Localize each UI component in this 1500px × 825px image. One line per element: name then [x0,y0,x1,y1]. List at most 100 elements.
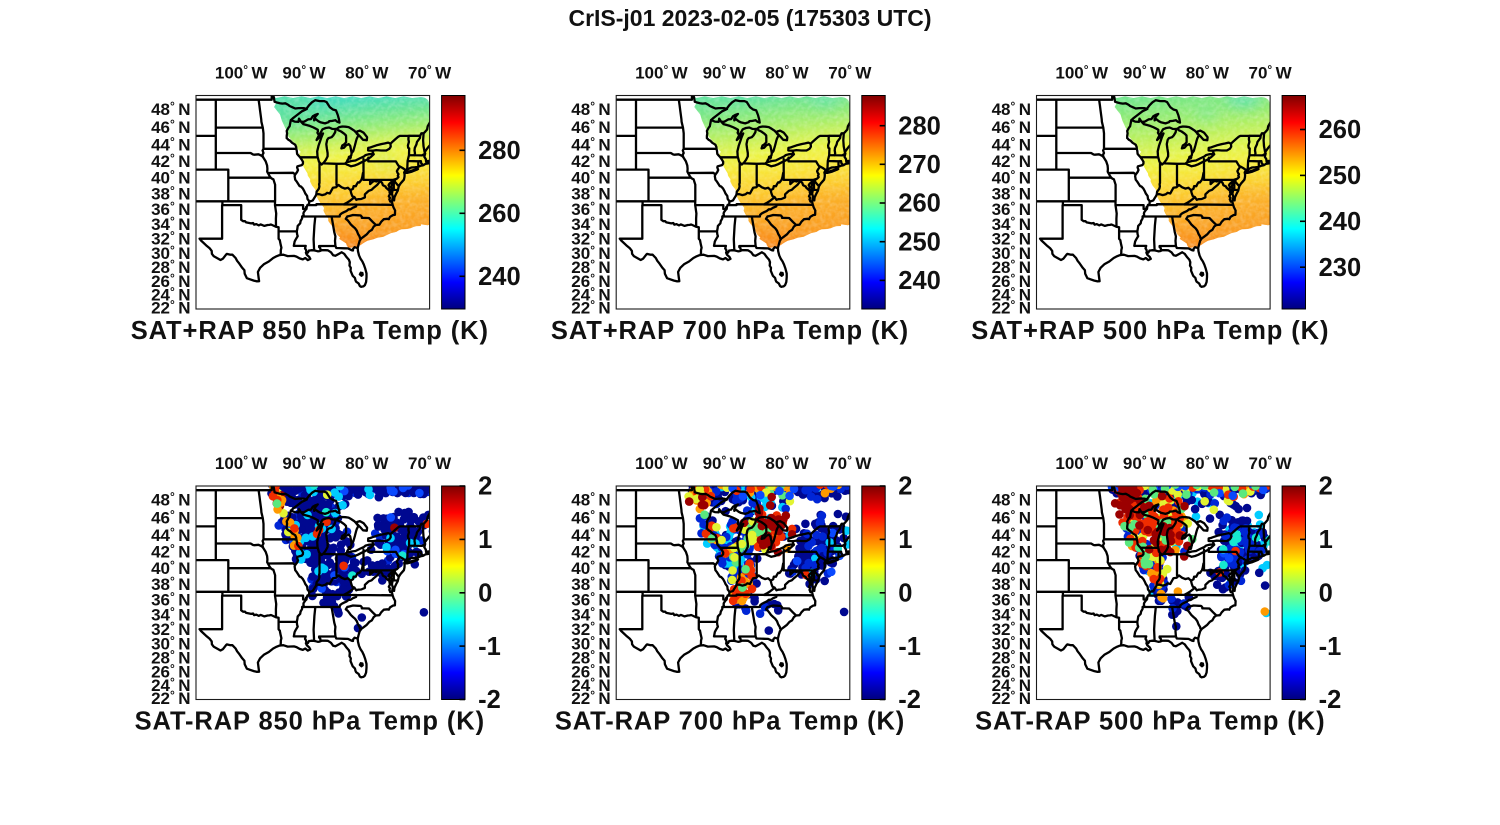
svg-text:70° W: 70° W [408,453,452,473]
svg-text:250: 250 [1319,162,1362,190]
svg-text:34° N: 34° N [151,214,190,234]
svg-text:SAT-RAP 700 hPa Temp (K): SAT-RAP 700 hPa Temp (K) [555,708,905,736]
svg-text:280: 280 [898,112,941,140]
svg-text:46° N: 46° N [992,117,1031,137]
svg-text:SAT+RAP 700 hPa Temp (K): SAT+RAP 700 hPa Temp (K) [551,317,909,345]
svg-text:32° N: 32° N [992,229,1031,249]
svg-text:24° N: 24° N [992,675,1031,695]
svg-text:34° N: 34° N [151,604,190,624]
svg-text:-2: -2 [478,686,501,714]
svg-text:SAT+RAP 850 hPa Temp (K): SAT+RAP 850 hPa Temp (K) [131,317,489,345]
svg-text:240: 240 [898,267,941,295]
svg-text:30° N: 30° N [992,633,1031,653]
svg-text:70° W: 70° W [408,62,452,82]
svg-text:44° N: 44° N [992,525,1031,545]
svg-text:24° N: 24° N [992,284,1031,304]
svg-text:280: 280 [478,137,521,165]
svg-text:260: 260 [478,200,521,228]
svg-text:44° N: 44° N [992,134,1031,154]
svg-text:26° N: 26° N [571,271,610,291]
svg-text:30° N: 30° N [151,633,190,653]
svg-text:70° W: 70° W [1249,62,1293,82]
svg-text:38° N: 38° N [992,574,1031,594]
svg-text:1: 1 [898,526,912,554]
svg-text:CrIS-j01 2023-02-05 (175303 UT: CrIS-j01 2023-02-05 (175303 UTC) [568,5,931,31]
svg-text:240: 240 [1319,208,1362,236]
svg-text:48° N: 48° N [992,489,1031,509]
svg-text:80° W: 80° W [345,62,389,82]
svg-text:44° N: 44° N [571,134,610,154]
svg-text:26° N: 26° N [151,661,190,681]
svg-text:1: 1 [478,526,492,554]
svg-text:90° W: 90° W [282,453,326,473]
svg-text:40° N: 40° N [571,168,610,188]
svg-text:30° N: 30° N [571,633,610,653]
svg-text:0: 0 [1319,580,1333,608]
svg-text:26° N: 26° N [992,661,1031,681]
svg-text:40° N: 40° N [992,168,1031,188]
svg-text:32° N: 32° N [151,229,190,249]
svg-text:38° N: 38° N [151,574,190,594]
svg-text:80° W: 80° W [1186,62,1230,82]
svg-text:42° N: 42° N [992,151,1031,171]
svg-text:-1: -1 [898,633,921,661]
svg-text:100° W: 100° W [1055,62,1109,82]
svg-text:100° W: 100° W [635,453,689,473]
svg-text:40° N: 40° N [571,558,610,578]
svg-text:24° N: 24° N [151,284,190,304]
svg-text:40° N: 40° N [992,558,1031,578]
svg-text:44° N: 44° N [571,525,610,545]
svg-text:SAT+RAP 500 hPa Temp (K): SAT+RAP 500 hPa Temp (K) [971,317,1329,345]
svg-text:80° W: 80° W [765,453,809,473]
svg-text:SAT-RAP 850 hPa Temp (K): SAT-RAP 850 hPa Temp (K) [135,708,485,736]
svg-text:SAT-RAP 500 hPa Temp (K): SAT-RAP 500 hPa Temp (K) [975,708,1325,736]
svg-text:2: 2 [1319,473,1333,501]
svg-text:260: 260 [898,190,941,218]
svg-text:26° N: 26° N [992,271,1031,291]
svg-text:2: 2 [478,473,492,501]
svg-text:36° N: 36° N [571,199,610,219]
svg-text:36° N: 36° N [151,199,190,219]
svg-text:32° N: 32° N [992,619,1031,639]
svg-text:0: 0 [478,580,492,608]
svg-text:42° N: 42° N [571,151,610,171]
svg-text:1: 1 [1319,526,1333,554]
svg-text:80° W: 80° W [765,62,809,82]
svg-text:-2: -2 [898,686,921,714]
svg-text:100° W: 100° W [215,453,269,473]
svg-text:80° W: 80° W [345,453,389,473]
svg-text:36° N: 36° N [992,199,1031,219]
svg-text:48° N: 48° N [571,489,610,509]
svg-text:24° N: 24° N [571,675,610,695]
svg-text:24° N: 24° N [571,284,610,304]
svg-text:34° N: 34° N [571,604,610,624]
svg-text:38° N: 38° N [151,183,190,203]
svg-text:32° N: 32° N [571,619,610,639]
svg-text:38° N: 38° N [571,574,610,594]
svg-text:90° W: 90° W [1123,62,1167,82]
svg-text:-1: -1 [1319,633,1342,661]
svg-text:80° W: 80° W [1186,453,1230,473]
svg-text:26° N: 26° N [151,271,190,291]
svg-text:38° N: 38° N [571,183,610,203]
svg-text:100° W: 100° W [215,62,269,82]
svg-text:28° N: 28° N [992,647,1031,667]
svg-text:260: 260 [1319,116,1362,144]
svg-text:40° N: 40° N [151,558,190,578]
svg-text:250: 250 [898,228,941,256]
svg-text:42° N: 42° N [992,542,1031,562]
svg-text:32° N: 32° N [571,229,610,249]
svg-text:28° N: 28° N [992,257,1031,277]
svg-text:0: 0 [898,580,912,608]
svg-text:46° N: 46° N [571,507,610,527]
svg-text:46° N: 46° N [151,117,190,137]
svg-text:48° N: 48° N [992,99,1031,119]
svg-text:48° N: 48° N [151,489,190,509]
svg-text:70° W: 70° W [828,62,872,82]
svg-text:26° N: 26° N [571,661,610,681]
svg-text:36° N: 36° N [151,589,190,609]
svg-text:46° N: 46° N [151,507,190,527]
svg-text:48° N: 48° N [151,99,190,119]
svg-text:30° N: 30° N [571,243,610,263]
svg-text:42° N: 42° N [151,542,190,562]
